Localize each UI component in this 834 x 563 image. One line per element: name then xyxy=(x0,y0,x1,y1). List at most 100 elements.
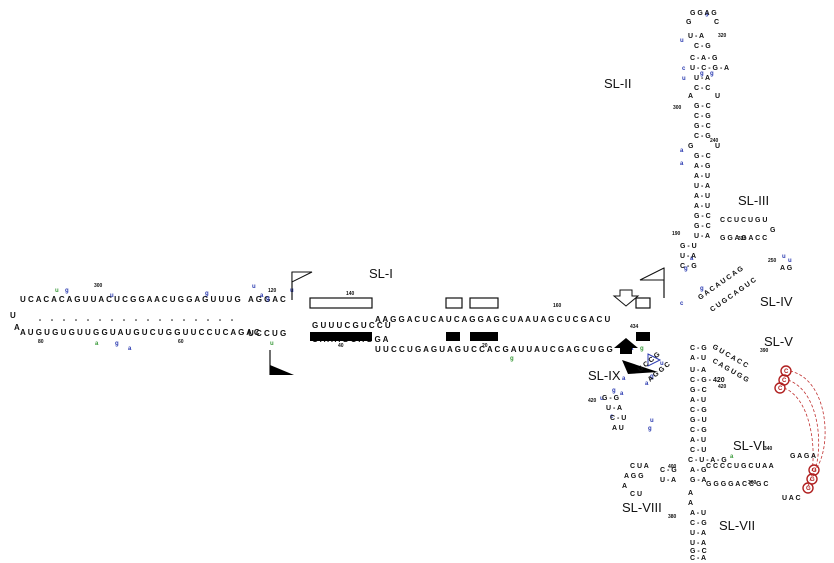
svg-text:a: a xyxy=(680,161,684,167)
svg-text:G - C: G - C xyxy=(694,123,711,130)
svg-text:G - C: G - C xyxy=(694,223,711,230)
svg-text:80: 80 xyxy=(38,339,44,345)
svg-text:g: g xyxy=(266,296,270,302)
sl6-circled-letters: GGG xyxy=(806,468,817,492)
svg-text:g: g xyxy=(700,286,704,292)
svg-text:u: u xyxy=(682,76,686,82)
svg-text:G: G xyxy=(810,477,815,483)
svg-text:300: 300 xyxy=(673,105,682,111)
svg-text:A: A xyxy=(622,483,627,490)
sequence-numbers: 300 80 60 120 140 40 20 160 320 300 240 … xyxy=(38,33,777,520)
svg-text:250: 250 xyxy=(768,258,777,264)
svg-text:u: u xyxy=(252,284,256,290)
svg-text:400: 400 xyxy=(668,464,677,470)
svg-text:C - U: C - U xyxy=(690,447,706,454)
svg-text:A: A xyxy=(688,500,693,507)
svg-text:U - A: U - A xyxy=(690,540,706,547)
label-sl8: SL-VIII xyxy=(622,500,662,515)
svg-text:C: C xyxy=(784,369,789,375)
sl6-hairpin: C C C C U G C U A A G G G G A C C G C G … xyxy=(706,453,816,502)
svg-text:U A C: U A C xyxy=(782,495,801,502)
svg-text:g: g xyxy=(510,356,514,362)
svg-text:C - A - G: C - A - G xyxy=(690,55,718,62)
svg-text:u: u xyxy=(788,258,792,264)
sl1-inner-bottom: U C C U G xyxy=(248,329,286,338)
svg-text:U - A: U - A xyxy=(688,33,704,40)
sl2-hairpin: G G A G G C U - A C - G C - A - G U - C … xyxy=(686,10,729,240)
sl1-inner-top: A G G A C xyxy=(248,295,286,304)
long-range-interaction-lines xyxy=(783,370,826,487)
flag-markers xyxy=(269,267,665,375)
svg-text:U: U xyxy=(715,143,720,150)
svg-text:G - U: G - U xyxy=(680,243,697,250)
svg-text:a: a xyxy=(680,148,684,154)
right-stem-bottom-strand: U U C C U G A G U A G U C C A C G A U U … xyxy=(375,345,613,354)
svg-text:380: 380 xyxy=(668,514,677,520)
central-spine: C - G A - U U - A C - G - 420 G - C A - … xyxy=(688,345,727,484)
svg-text:C - U: C - U xyxy=(610,415,626,422)
svg-text:A G G: A G G xyxy=(624,473,644,480)
svg-text:434: 434 xyxy=(630,324,639,330)
svg-text:g: g xyxy=(115,341,119,347)
svg-text:390: 390 xyxy=(760,348,769,354)
svg-text:u: u xyxy=(600,396,604,402)
svg-text:a: a xyxy=(95,341,99,347)
svg-text:a: a xyxy=(730,454,734,460)
svg-text:u: u xyxy=(660,361,664,367)
svg-text:g: g xyxy=(65,288,69,294)
svg-text:C - G: C - G xyxy=(690,520,707,527)
svg-text:a: a xyxy=(128,346,132,352)
sl6-circled-bases xyxy=(802,464,820,494)
svg-text:C U: C U xyxy=(630,491,642,498)
svg-text:G - C: G - C xyxy=(694,153,711,160)
sl1-stem-bottom-strand: A U G U G U G U U G G U A U G U C U G G … xyxy=(20,328,260,337)
svg-text:G - C: G - C xyxy=(690,548,707,555)
svg-text:C - A: C - A xyxy=(690,555,706,562)
svg-text:C - G: C - G xyxy=(690,345,707,352)
sl1-left-stem: U C A C A C A G U U A C U C G G A A C U … xyxy=(10,295,260,337)
svg-text:c: c xyxy=(610,414,614,420)
sl3-hairpin: C C U C U G U G G A G A C C G G - U U - … xyxy=(680,217,776,270)
svg-text:C: C xyxy=(782,378,787,384)
sl7-stem: A A A - U C - G U - A U - A G - C C - A xyxy=(688,490,707,562)
svg-text:120: 120 xyxy=(268,288,277,294)
svg-text:A - U: A - U xyxy=(690,510,706,517)
svg-text:C - G: C - G xyxy=(680,263,697,270)
svg-text:C - G: C - G xyxy=(690,427,707,434)
svg-text:a: a xyxy=(622,376,626,382)
svg-text:G: G xyxy=(686,19,692,26)
svg-text:420: 420 xyxy=(718,384,727,390)
open-box-markers xyxy=(309,297,651,309)
label-sl7: SL-VII xyxy=(719,518,755,533)
svg-text:C C U C U G U: C C U C U G U xyxy=(720,217,767,224)
svg-text:u: u xyxy=(650,418,654,424)
svg-text:C - G: C - G xyxy=(660,467,677,474)
svg-text:60: 60 xyxy=(178,339,184,345)
svg-text:A U: A U xyxy=(612,425,624,432)
svg-text:U - A: U - A xyxy=(690,530,706,537)
svg-text:C U A: C U A xyxy=(630,463,649,470)
svg-text:C - G: C - G xyxy=(694,113,711,120)
label-sl4: SL-IV xyxy=(760,294,793,309)
svg-text:a: a xyxy=(260,293,264,299)
svg-text:A - U: A - U xyxy=(690,397,706,404)
svg-text:a: a xyxy=(620,391,624,397)
base-pair-dots xyxy=(39,319,233,321)
svg-text:u: u xyxy=(782,254,786,260)
svg-text:C - C: C - C xyxy=(694,85,710,92)
sl1-stem-top-strand: U C A C A C A G U U A C U C G G A A C U … xyxy=(20,295,241,304)
svg-text:u: u xyxy=(55,288,59,294)
black-bar-markers xyxy=(310,332,650,341)
svg-text:C - G: C - G xyxy=(694,133,711,140)
svg-text:G G G G A C C G C: G G G G A C C G C xyxy=(706,481,768,488)
svg-text:C - G: C - G xyxy=(694,43,711,50)
svg-text:a: a xyxy=(690,256,694,262)
svg-text:A: A xyxy=(688,490,693,497)
svg-text:U: U xyxy=(715,93,720,100)
label-sl9: SL-IX xyxy=(588,368,621,383)
svg-text:320: 320 xyxy=(718,33,727,39)
sl5-circled-letters: CCC xyxy=(778,369,789,392)
svg-text:40: 40 xyxy=(338,343,344,349)
svg-text:G - G: G - G xyxy=(602,395,620,402)
